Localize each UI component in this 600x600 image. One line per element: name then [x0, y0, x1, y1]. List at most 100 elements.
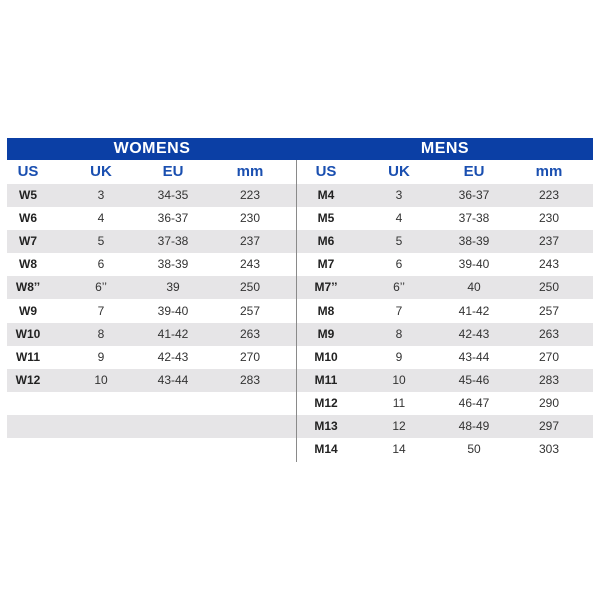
womens-cell-us: W11: [15, 349, 40, 364]
mens-cell-mm: 270: [538, 349, 560, 364]
womens-cell-mm: 230: [239, 211, 261, 226]
mens-cell-us: M9: [317, 326, 335, 341]
mens-cell-mm: 250: [538, 280, 560, 295]
mens-cell-uk: 11: [392, 395, 406, 410]
womens-cell-mm: 237: [239, 234, 261, 249]
table-row: M12 11 46-47 290: [7, 392, 593, 415]
mens-cell-mm: 297: [538, 419, 560, 433]
table-row: W7 5 37-38 237 M6 5 38-39 237: [7, 230, 593, 254]
womens-cell-us: W8: [19, 257, 37, 272]
mens-cell-mm: 230: [538, 211, 560, 226]
mens-cell-mm: 243: [538, 257, 560, 272]
title-bar: WOMENS MENS: [7, 138, 593, 160]
mens-cell-us: M6: [317, 234, 335, 249]
womens-cell-uk: 10: [94, 372, 108, 387]
table-row: W11 9 42-43 270 M10 9 43-44 270: [7, 346, 593, 369]
mens-cell-us: M12: [314, 395, 338, 410]
womens-cell-mm: 263: [239, 326, 261, 341]
womens-cell-us: W10: [15, 326, 41, 341]
mens-cell-eu: 48-49: [458, 419, 490, 433]
mens-cell-mm: 303: [538, 442, 560, 457]
mens-cell-eu: 45-46: [458, 372, 490, 387]
womens-cell-uk: 8: [97, 326, 105, 341]
womens-cell-eu: 37-38: [157, 234, 189, 249]
mens-cell-us: M13: [314, 419, 338, 433]
womens-title: WOMENS: [113, 140, 191, 157]
womens-cell-us: W6: [19, 211, 37, 226]
table-row: M13 12 48-49 297: [7, 415, 593, 438]
mens-cell-eu: 42-43: [458, 326, 490, 341]
womens-cell-eu: 39: [166, 280, 180, 295]
mens-cell-eu: 37-38: [458, 211, 490, 226]
table-row: W9 7 39-40 257 M8 7 41-42 257: [7, 300, 593, 323]
mens-title: MENS: [420, 140, 470, 157]
table-row: W6 4 36-37 230 M5 4 37-38 230: [7, 207, 593, 230]
table-row: W8’’ 6’’ 39 250 M7’’ 6’’ 40 250: [7, 276, 593, 300]
mens-cell-us: M4: [317, 188, 335, 202]
womens-cell-uk: 9: [97, 349, 105, 364]
mens-header-mm: mm: [535, 163, 563, 180]
womens-cell-uk: 6: [97, 257, 105, 272]
womens-cell-uk: 4: [97, 211, 105, 226]
womens-cell-eu: 36-37: [157, 211, 189, 226]
womens-cell-eu: 38-39: [157, 257, 189, 272]
table-row: W8 6 38-39 243 M7 6 39-40 243: [7, 253, 593, 276]
mens-cell-us: M7: [317, 257, 335, 272]
mens-header-eu: EU: [463, 163, 485, 180]
mens-cell-us: M11: [314, 372, 338, 387]
mens-cell-mm: 223: [538, 188, 560, 202]
mens-cell-mm: 237: [538, 234, 560, 249]
womens-cell-uk: 7: [97, 303, 105, 318]
mens-cell-eu: 50: [467, 442, 481, 457]
mens-cell-mm: 263: [538, 326, 560, 341]
mens-cell-uk: 12: [392, 419, 406, 433]
mens-cell-eu: 38-39: [458, 234, 490, 249]
womens-cell-uk: 6’’: [95, 280, 107, 295]
mens-cell-mm: 257: [538, 303, 560, 318]
womens-cell-eu: 34-35: [157, 188, 189, 202]
womens-cell-uk: 5: [97, 234, 105, 249]
womens-cell-mm: 283: [239, 372, 261, 387]
mens-cell-mm: 290: [538, 395, 560, 410]
womens-header-uk: UK: [90, 163, 112, 180]
mens-cell-us: M10: [314, 349, 338, 364]
mens-cell-us: M5: [317, 211, 335, 226]
womens-cell-eu: 39-40: [157, 303, 189, 318]
mens-cell-eu: 39-40: [458, 257, 490, 272]
mens-cell-eu: 41-42: [458, 303, 490, 318]
womens-header-mm: mm: [236, 163, 264, 180]
womens-cell-us: W12: [15, 372, 41, 387]
mens-cell-uk: 6’’: [393, 280, 405, 295]
table-row: W5 3 34-35 223 M4 3 36-37 223: [7, 184, 593, 207]
table-row: M14 14 50 303: [7, 438, 593, 461]
womens-header-eu: EU: [162, 163, 184, 180]
mens-cell-us: M14: [314, 442, 338, 457]
womens-cell-us: W5: [19, 188, 37, 202]
womens-cell-eu: 43-44: [157, 372, 189, 387]
womens-cell-eu: 41-42: [157, 326, 189, 341]
womens-header-us: US: [17, 163, 39, 180]
womens-cell-mm: 250: [239, 280, 261, 295]
mens-cell-eu: 43-44: [458, 349, 490, 364]
mens-cell-us: M7’’: [314, 280, 338, 295]
mens-cell-eu: 46-47: [458, 395, 490, 410]
header-row: US US UK UK EU EU mm mm: [7, 160, 593, 183]
mens-header-us: US: [315, 163, 337, 180]
mens-cell-uk: 5: [395, 234, 403, 249]
mens-cell-eu: 36-37: [458, 188, 490, 202]
mens-cell-uk: 3: [395, 188, 403, 202]
mens-cell-uk: 8: [395, 326, 403, 341]
table-row: W12 10 43-44 283 M11 10 45-46 283: [7, 368, 593, 392]
womens-cell-us: W9: [19, 303, 37, 318]
womens-cell-mm: 270: [239, 349, 261, 364]
mens-cell-uk: 10: [392, 372, 406, 387]
mens-header-uk: UK: [388, 163, 410, 180]
table-row: W10 8 41-42 263 M9 8 42-43 263: [7, 322, 593, 346]
mens-cell-uk: 7: [395, 303, 403, 318]
womens-cell-us: W7: [19, 234, 37, 249]
mens-cell-uk: 9: [395, 349, 403, 364]
mens-cell-uk: 14: [392, 442, 406, 457]
mens-cell-eu: 40: [467, 280, 481, 295]
womens-cell-uk: 3: [97, 188, 105, 202]
mens-cell-uk: 6: [395, 257, 403, 272]
